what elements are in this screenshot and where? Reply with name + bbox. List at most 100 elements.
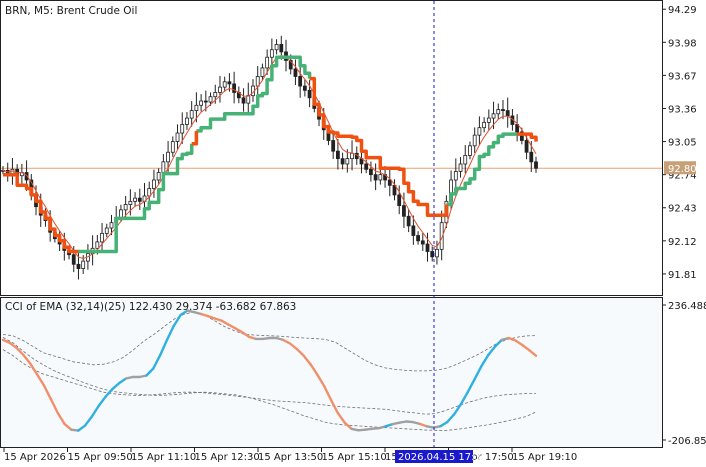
oscillator-axis-label: 236.488 — [668, 301, 706, 312]
oscillator-axis: 236.488 -206.850 — [662, 301, 706, 447]
cci-line-segment — [1, 338, 12, 345]
cci-line-segment — [295, 347, 305, 357]
candle-body — [293, 68, 298, 77]
cci-line-segment — [514, 339, 524, 347]
price-axis-label: 92.74 — [668, 171, 697, 182]
candle-body — [411, 225, 416, 236]
oscillator-layer — [1, 309, 538, 432]
candle-body — [515, 124, 520, 133]
stop-line-up — [78, 143, 194, 254]
candle-body — [486, 117, 491, 123]
indicator-overlay-layer — [2, 54, 538, 260]
current-price-tag: 92.80 — [664, 161, 697, 175]
candle-body — [24, 172, 29, 181]
stop-line-down — [309, 76, 449, 217]
candle-body — [307, 89, 312, 99]
candle-body — [95, 241, 100, 249]
oscillator-panel[interactable] — [0, 297, 663, 448]
time-axis-label: 15 Apr 13:50 — [258, 452, 323, 463]
candle-body — [260, 67, 265, 77]
cci-line-segment — [507, 336, 517, 342]
stop-line-down — [191, 130, 199, 146]
candle-body — [166, 151, 170, 163]
candle-body — [435, 248, 439, 258]
cci-line-segment — [213, 317, 223, 322]
price-axis: 94.29 93.98 93.67 93.36 93.05 92.74 92.43 92.12… — [662, 5, 697, 281]
candle-body — [175, 132, 180, 142]
current-price-tag-bg — [664, 161, 696, 175]
stop-line-down — [517, 132, 538, 142]
cursor-time-tag-text: 2026.04.15 17:30 — [398, 452, 487, 463]
candle-body — [529, 151, 534, 163]
candle-body — [302, 85, 307, 91]
candle-body — [133, 197, 137, 202]
cci-line-segment — [145, 367, 155, 377]
cci-line-segment — [528, 349, 538, 357]
cci-line-segment — [90, 404, 100, 418]
candle-body — [458, 163, 463, 172]
cci-line-segment — [343, 421, 353, 430]
candle-body — [288, 60, 293, 70]
candle-body — [152, 179, 156, 189]
cci-line-segment — [309, 363, 319, 376]
cci-line-segment — [521, 343, 531, 352]
candle-body — [222, 81, 227, 88]
cci-line-segment — [329, 398, 339, 415]
candle-body — [364, 163, 369, 170]
time-axis-label: 15 Apr 2026 — [4, 452, 66, 463]
cci-line-segment — [56, 411, 66, 426]
candle-body — [241, 97, 246, 104]
cci-line-segment — [42, 384, 52, 401]
candle-body — [350, 152, 354, 160]
cci-line-segment — [63, 422, 73, 431]
candle-body — [477, 127, 482, 136]
candle-body — [430, 251, 435, 258]
stop-line-down — [3, 172, 79, 254]
candle-body — [496, 109, 501, 115]
cci-line-segment — [493, 338, 503, 348]
cursor-time-tag: 2026.04.15 17:30 — [395, 450, 487, 463]
candle-body — [425, 243, 430, 252]
price-axis-label: 93.36 — [668, 104, 697, 115]
cci-line-segment — [452, 403, 462, 416]
cci-line-segment — [323, 384, 333, 402]
price-axis-label: 93.05 — [668, 138, 697, 149]
candle-body — [189, 110, 194, 119]
cci-line-segment — [22, 353, 32, 365]
price-axis-label: 93.67 — [668, 71, 697, 82]
price-chart-title: BRN, M5: Brent Crude Oil — [5, 5, 137, 17]
cursor-time-tag-bg — [395, 450, 473, 463]
cci-line-segment — [83, 415, 94, 427]
candle-body — [416, 235, 420, 242]
candle-body — [199, 100, 204, 106]
candle-body — [227, 81, 232, 85]
candle-body — [406, 215, 411, 227]
price-axis-label: 94.29 — [668, 5, 697, 16]
candle-body — [232, 83, 237, 93]
cci-line-segment — [288, 342, 298, 351]
cci-line-segment — [36, 373, 46, 387]
price-axis-label: 93.98 — [668, 38, 697, 49]
candle-body — [71, 254, 76, 265]
cci-line-segment — [473, 365, 483, 381]
time-axis-label: 15 Apr 11:10 — [131, 452, 196, 463]
cci-mid-band — [2, 349, 536, 415]
cci-line-segment — [158, 338, 169, 357]
cci-line-segment — [418, 422, 428, 428]
candle-body — [505, 110, 510, 117]
candle-body — [208, 96, 213, 103]
candle-body — [100, 232, 104, 243]
candle-body — [501, 109, 505, 112]
oscillator-title: CCI of EMA (32,14)(25) 122.430 29.374 -6… — [5, 301, 296, 313]
candle-body — [439, 222, 444, 250]
candle-body — [147, 188, 152, 197]
candle-body — [119, 209, 123, 218]
time-axis-label: 15 Apr 09:50 — [68, 452, 133, 463]
candle-body — [482, 121, 487, 129]
cci-line-segment — [220, 319, 230, 326]
cci-line-segment — [172, 313, 182, 328]
cci-line-segment — [76, 424, 87, 432]
candle-body — [345, 158, 350, 165]
